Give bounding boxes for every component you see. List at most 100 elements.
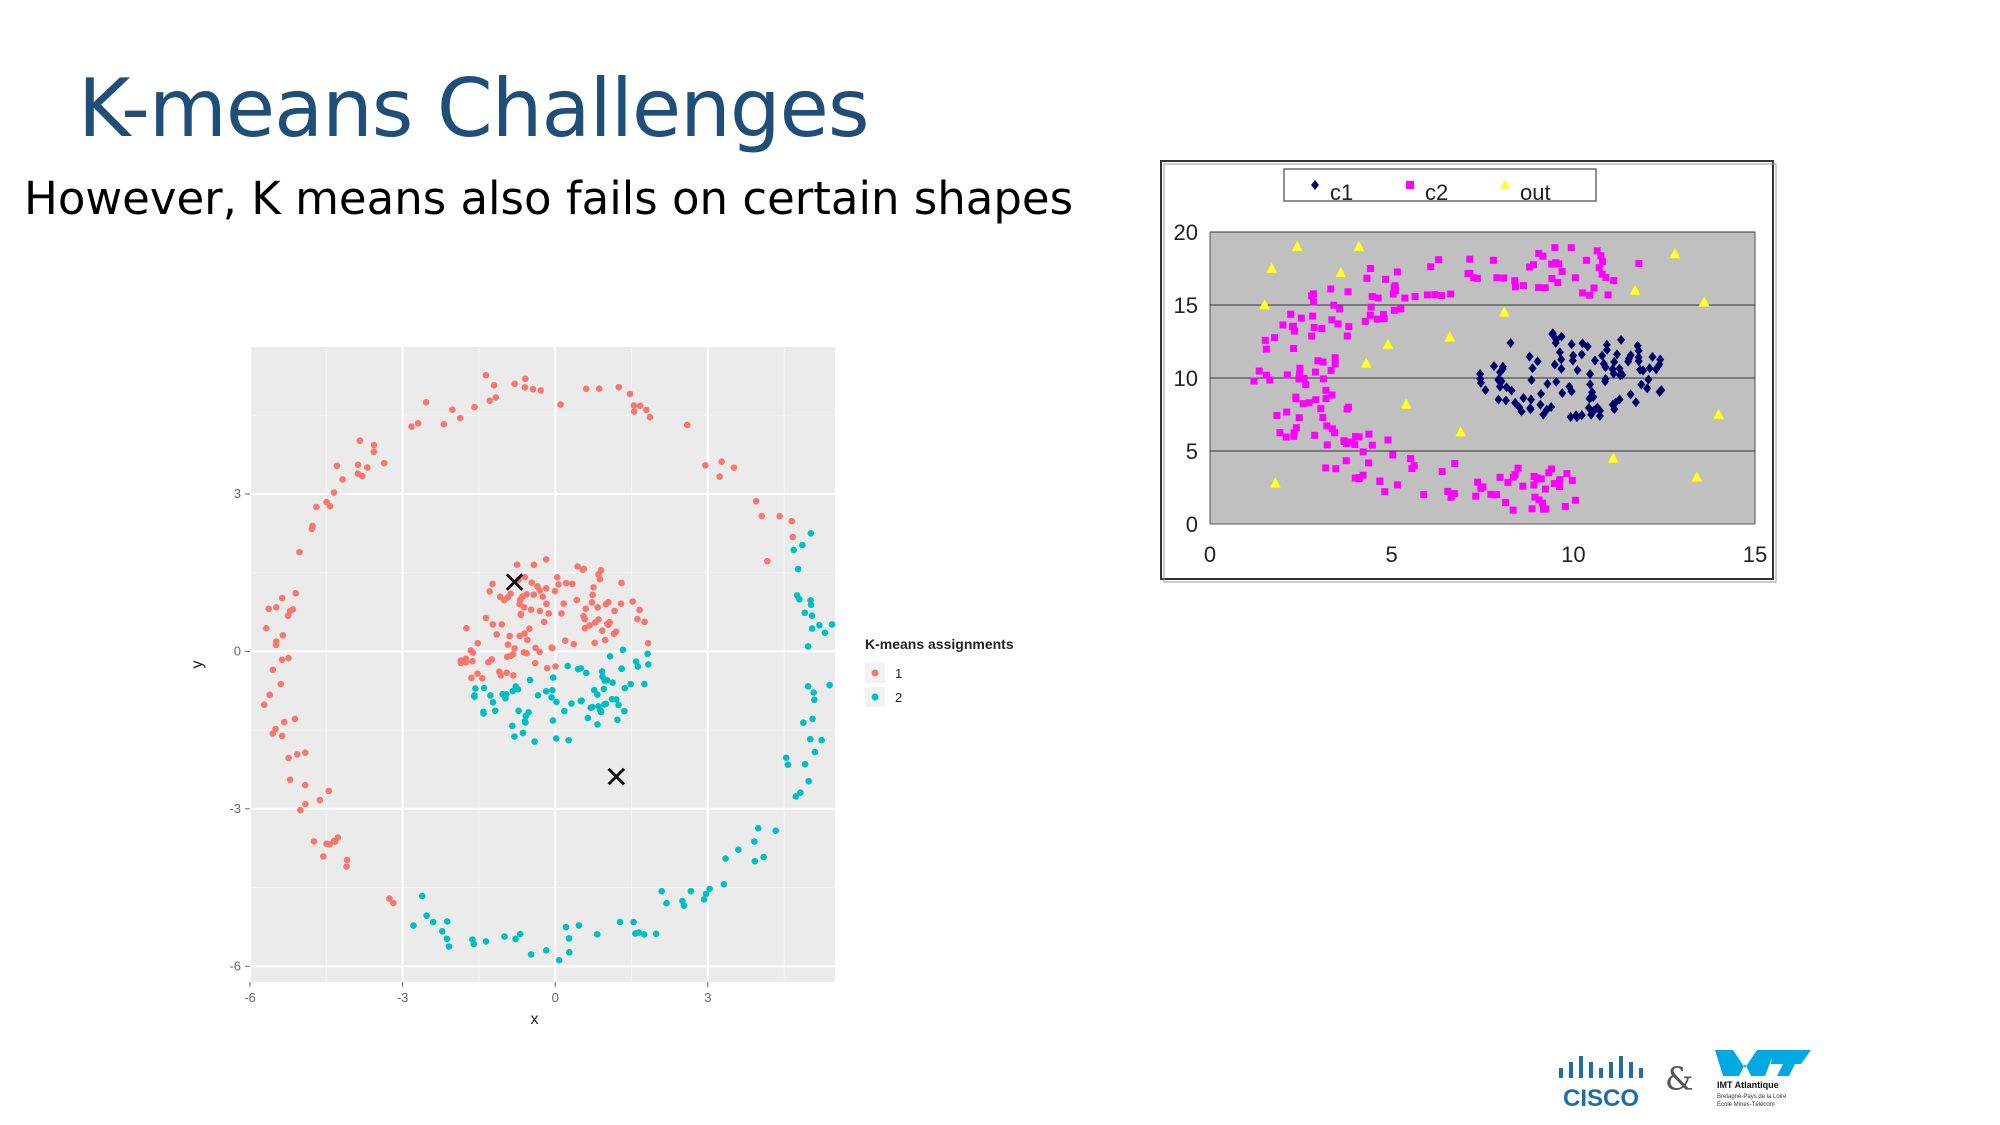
- c2-point: [1551, 244, 1559, 252]
- out-point: [1443, 330, 1456, 342]
- blob-point: [617, 600, 625, 607]
- ring-point: [760, 853, 767, 861]
- blob-point: [530, 561, 538, 569]
- c2-point: [1343, 332, 1351, 340]
- blob-point: [552, 663, 559, 670]
- ring-point: [626, 390, 634, 398]
- c2-point: [1438, 292, 1446, 300]
- c2-point: [1493, 274, 1501, 282]
- ring-point: [354, 470, 362, 477]
- c2-point: [1447, 493, 1455, 501]
- c1-point: [1602, 344, 1611, 355]
- ring-point: [486, 397, 494, 405]
- ring-point: [285, 754, 292, 762]
- svg-text:CISCO: CISCO: [1563, 1085, 1639, 1112]
- c2-point: [1444, 487, 1452, 495]
- ring-point: [277, 680, 285, 688]
- c1-point: [1548, 328, 1557, 339]
- slide-title: K-means Challenges: [78, 62, 870, 155]
- c1-point: [1652, 364, 1661, 375]
- blob-point: [526, 625, 533, 633]
- ring-point: [821, 629, 829, 637]
- ring-point: [754, 824, 762, 832]
- ring-point: [490, 381, 498, 389]
- c2-point: [1296, 364, 1304, 372]
- imt-atlantique-logo: IMT Atlantique Bretagne-Pays de la Loire…: [1715, 1050, 1811, 1108]
- c1-point: [1528, 363, 1537, 374]
- c1-point: [1626, 389, 1635, 400]
- ring-point: [804, 683, 812, 690]
- c2-point: [1283, 408, 1291, 416]
- c2-point: [1389, 290, 1397, 298]
- c2-point: [1323, 441, 1331, 449]
- c2-point: [1535, 284, 1543, 292]
- blob-point: [504, 641, 512, 648]
- ring-point: [718, 458, 725, 466]
- c2-point: [1319, 414, 1327, 422]
- blob-point: [591, 639, 598, 647]
- blob-point: [573, 596, 581, 604]
- c2-point: [1526, 263, 1534, 271]
- ring-point: [801, 760, 809, 768]
- blob-point: [580, 565, 588, 573]
- c2-point: [1250, 377, 1258, 385]
- blob-point: [469, 657, 476, 665]
- ring-point: [330, 489, 338, 496]
- c2-point: [1287, 310, 1295, 318]
- c2-point: [1312, 396, 1320, 404]
- blob-point: [599, 673, 606, 680]
- blob-point: [525, 708, 532, 716]
- c1-point: [1612, 349, 1621, 360]
- c2-point: [1292, 393, 1300, 401]
- out-point: [1353, 240, 1365, 252]
- blob-point: [632, 658, 640, 665]
- c1-point: [1577, 349, 1586, 360]
- c1-point: [1634, 345, 1643, 356]
- blob-point: [523, 649, 530, 657]
- c2-point: [1599, 258, 1607, 266]
- ring-point: [440, 420, 448, 428]
- blob-point: [526, 676, 534, 684]
- ring-point: [799, 541, 806, 549]
- legend-entry: out: [1520, 180, 1551, 205]
- ring-point: [702, 462, 709, 469]
- c1-point: [1573, 365, 1582, 376]
- ring-point: [630, 918, 637, 926]
- c2-point: [1343, 440, 1351, 448]
- y-axis-label: y: [189, 661, 206, 669]
- blob-point: [574, 563, 581, 570]
- ring-point: [492, 394, 500, 401]
- ring-point: [380, 459, 388, 467]
- c2-point: [1470, 274, 1478, 282]
- out-point: [1629, 283, 1642, 296]
- c2-point: [1331, 360, 1339, 368]
- blob-point: [600, 685, 608, 693]
- c2-point: [1282, 433, 1290, 441]
- blob-point: [570, 640, 578, 648]
- ring-point: [720, 880, 728, 888]
- blob-point: [463, 624, 470, 632]
- ring-point: [643, 406, 650, 414]
- ring-point: [801, 609, 809, 617]
- c1-point: [1626, 350, 1635, 361]
- c1-point: [1533, 356, 1542, 367]
- svg-text:IMT Atlantique: IMT Atlantique: [1717, 1080, 1779, 1090]
- ring-point: [309, 522, 316, 530]
- c2-point: [1487, 490, 1495, 498]
- ring-point: [354, 461, 362, 469]
- c2-point: [1373, 315, 1381, 323]
- blob-point: [587, 704, 595, 711]
- c2-point: [1331, 354, 1339, 362]
- y-tick-label: 0: [234, 643, 241, 658]
- ring-point: [280, 718, 288, 726]
- c1-point: [1497, 376, 1506, 387]
- ring-point: [816, 621, 823, 629]
- c1-point: [1595, 410, 1604, 421]
- ring-point: [370, 441, 378, 449]
- c2-point: [1545, 469, 1553, 477]
- c2-point: [1336, 305, 1344, 313]
- ring-point: [772, 827, 779, 835]
- ring-point: [423, 912, 430, 920]
- c2-point: [1393, 268, 1401, 276]
- blob-point: [467, 647, 475, 654]
